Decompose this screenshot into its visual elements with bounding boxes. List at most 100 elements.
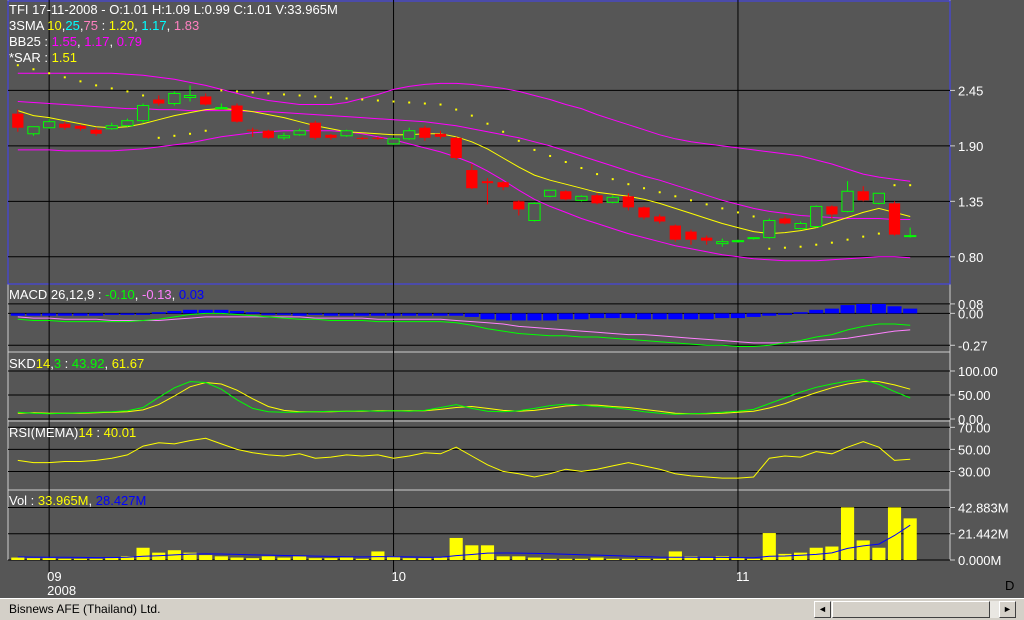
macd-histogram-bar	[26, 313, 41, 316]
candle-body	[183, 94, 197, 98]
sar-dot	[564, 161, 567, 164]
macd-histogram-bar	[605, 313, 620, 319]
skd-legend-segment: 61.67	[112, 356, 145, 371]
volume-bar	[559, 558, 573, 560]
price-legend-segment: 1.51	[52, 50, 77, 65]
horizontal-scrollbar[interactable]: ◄ ►	[814, 601, 1016, 618]
candle-body	[231, 105, 243, 122]
macd-legend-segment: ,	[172, 287, 179, 302]
macd-histogram-bar	[683, 313, 699, 320]
volume-bar	[574, 558, 588, 560]
volume-bar	[512, 556, 526, 560]
volume-bar	[11, 557, 25, 560]
volume-bar	[277, 557, 291, 560]
price-legend-segment: ,	[134, 18, 141, 33]
skd-legend-segment: :	[61, 356, 72, 371]
price-legend-segment: ,	[77, 34, 84, 49]
candle-body	[528, 202, 541, 221]
macd-histogram-bar	[652, 313, 667, 320]
candle-body	[669, 225, 681, 240]
sar-dot	[705, 203, 708, 206]
rsi-legend: RSI(MEMA)14 : 40.01	[9, 425, 136, 440]
macd-histogram-bar	[151, 312, 166, 314]
candle-body	[747, 237, 760, 240]
rsi-legend-segment: 40.01	[104, 425, 137, 440]
volume-bar	[324, 558, 338, 560]
sar-dot	[267, 92, 270, 95]
volume-bar	[887, 507, 902, 560]
macd-histogram-bar	[355, 313, 370, 316]
bollinger-upper-line	[17, 72, 911, 182]
candle-body	[466, 170, 478, 189]
price-legend-segment: *SAR :	[9, 50, 52, 65]
volume-bar	[152, 552, 166, 560]
macd-histogram-bar	[214, 309, 229, 314]
sar-dot	[314, 95, 317, 98]
macd-histogram-bar	[762, 313, 777, 316]
candle-body	[387, 138, 400, 145]
scroll-left-icon[interactable]: ◄	[814, 601, 831, 618]
macd-histogram-bar	[308, 313, 323, 315]
candle-body	[794, 223, 807, 230]
scroll-right-icon[interactable]: ►	[999, 601, 1016, 618]
price-legend-segment: :	[98, 18, 109, 33]
macd-histogram-bar	[386, 313, 401, 316]
volume-bar	[715, 556, 729, 560]
macd-histogram-bar	[543, 313, 558, 321]
volume-bar	[308, 558, 322, 560]
price-tick-label: 0.80	[958, 250, 983, 265]
stock-chart[interactable]: 0.801.351.902.450.080.00-0.27100.0050.00…	[0, 0, 1024, 598]
macd-histogram-bar	[636, 313, 652, 320]
volume-bar	[762, 533, 776, 560]
volume-bar	[872, 547, 886, 560]
price-chart-title: TFI 17-11-2008 - O:1.01 H:1.09 L:0.99 C:…	[9, 2, 338, 17]
sar-dot	[596, 173, 599, 176]
volume-bar	[747, 558, 761, 560]
candle-body	[481, 181, 494, 184]
macd-histogram-bar	[840, 305, 855, 314]
volume-bar	[58, 558, 72, 560]
sar-dot	[517, 139, 520, 142]
candle-body	[497, 182, 509, 188]
sar-dot	[423, 102, 426, 105]
volume-tick-label: 42.883M	[958, 500, 1009, 515]
volume-bar	[183, 552, 197, 560]
sar-dot	[611, 178, 614, 181]
macd-legend-segment: -0.10	[105, 287, 135, 302]
macd-histogram-bar	[621, 313, 636, 319]
sar-dot	[893, 184, 896, 187]
sar-dot	[768, 247, 771, 250]
volume-legend-segment: Vol :	[9, 493, 38, 508]
volume-bar	[794, 552, 808, 560]
candle-body	[888, 203, 901, 235]
sar-dot	[251, 91, 254, 94]
volume-tick-label: 21.442M	[958, 527, 1009, 542]
volume-bar	[371, 551, 385, 560]
macd-histogram-bar	[433, 313, 448, 316]
macd-legend-segment: -0.13	[142, 287, 172, 302]
price-tick-label: 1.35	[958, 194, 983, 209]
sar-dot	[486, 122, 489, 125]
scroll-thumb[interactable]	[832, 601, 990, 618]
volume-bar	[42, 558, 56, 560]
price-legend-segment: 1.17	[141, 18, 166, 33]
sar-dot	[752, 215, 755, 218]
price-tick-label: 2.45	[958, 83, 983, 98]
candle-body	[200, 96, 212, 105]
price-legend-segment: BB25 :	[9, 34, 52, 49]
volume-bar	[120, 556, 134, 560]
macd-histogram-bar	[229, 311, 245, 314]
candle-body	[277, 135, 291, 139]
skd-legend-segment: 14	[36, 356, 50, 371]
sar-dot	[549, 154, 552, 157]
status-text: Bisnews AFE (Thailand) Ltd.	[9, 602, 161, 616]
candle-body	[121, 120, 134, 127]
sar-dot	[690, 199, 692, 202]
volume-bar	[465, 545, 479, 560]
sar-dot	[63, 76, 66, 79]
macd-histogram-bar	[464, 313, 479, 317]
sar-dot	[736, 211, 739, 214]
macd-histogram-bar	[574, 313, 589, 320]
macd-histogram-bar	[42, 313, 57, 316]
corner-label: D	[1005, 578, 1015, 593]
